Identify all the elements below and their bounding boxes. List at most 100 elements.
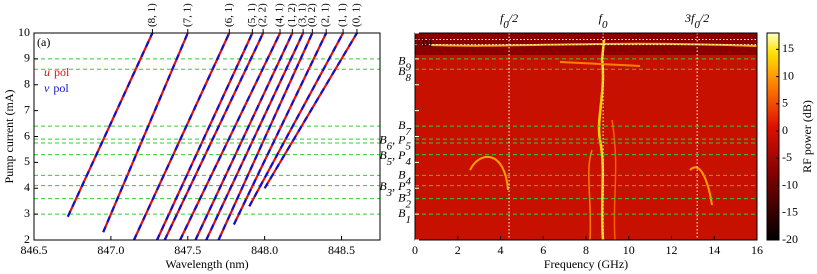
marker-part: 0 xyxy=(694,19,700,31)
heatmap-feature xyxy=(611,119,617,241)
mode-label: (2, 1) xyxy=(320,3,332,27)
marker-part: 3f xyxy=(684,11,696,25)
level-label: B8 xyxy=(398,64,411,84)
mode-label: (2, 2) xyxy=(257,3,269,27)
cbar-tick-label: 10 xyxy=(782,68,794,82)
x-tick-label: 846.5 xyxy=(21,243,48,257)
x-tick-label: 848.0 xyxy=(251,243,278,257)
cbar-tick-label: 5 xyxy=(782,96,788,110)
x-tick-label: 0 xyxy=(412,243,418,257)
x-tick-label: 8 xyxy=(583,243,589,257)
y-tick-label: 10 xyxy=(18,25,30,39)
marker-part: f xyxy=(599,11,604,25)
level-part: 4 xyxy=(406,175,412,187)
level-part: 2 xyxy=(406,198,412,210)
mode-label: (7, 1) xyxy=(181,3,193,27)
x-tick-label: 10 xyxy=(623,243,635,257)
level-part: B xyxy=(379,148,387,162)
level-label: B7 xyxy=(398,118,411,138)
x-tick-label: 6 xyxy=(540,243,546,257)
marker-label: 3f0/2 xyxy=(684,11,709,31)
x-tick-label: 4 xyxy=(498,243,504,257)
level-part: , P xyxy=(392,148,406,162)
level-part: 6 xyxy=(387,140,393,152)
marker-part: /2 xyxy=(508,11,518,25)
mode-line xyxy=(102,32,189,233)
marker-part: 0 xyxy=(602,19,608,31)
x-tick-label: 12 xyxy=(666,243,678,257)
mode-line xyxy=(179,32,282,241)
heatmap-bg xyxy=(415,33,757,240)
mode-line xyxy=(66,32,154,218)
mode-line xyxy=(156,32,254,241)
level-part: B xyxy=(398,118,406,132)
mode-line xyxy=(205,32,305,241)
heatmap-feature xyxy=(588,149,593,241)
heatmap-feature xyxy=(469,155,509,191)
panel-label: (a) xyxy=(37,35,50,49)
cbar-tick-label: 0 xyxy=(782,123,788,137)
mode-label: (4, 1) xyxy=(274,3,286,27)
y-tick-label: 4 xyxy=(24,180,30,194)
level-part: 4 xyxy=(406,155,412,167)
mode-line xyxy=(217,32,314,241)
level-part: B xyxy=(398,53,406,67)
level-label: B3, P3 xyxy=(379,179,411,199)
level-label: B1 xyxy=(398,206,411,226)
marker-part: 0 xyxy=(503,19,509,31)
legend-symbol: v xyxy=(44,81,50,95)
y-tick-label: 8 xyxy=(24,77,30,91)
heatmap-feature xyxy=(559,61,641,67)
mode-line xyxy=(163,32,265,241)
level-part: B xyxy=(379,132,387,146)
marker-label: f0/2 xyxy=(500,11,518,31)
x-tick-label: 847.5 xyxy=(174,243,201,257)
cbar-tick-label: -15 xyxy=(782,205,798,219)
level-label: B6, P5 xyxy=(379,132,411,152)
legend-symbol: u xyxy=(44,65,50,79)
legend-label: pol xyxy=(54,65,70,79)
mode-line xyxy=(132,32,231,241)
cbar-tick-label: 15 xyxy=(782,41,794,55)
heatmap-feature xyxy=(597,39,606,241)
x-tick-label: 848.5 xyxy=(328,243,355,257)
x-axis-label: Frequency (GHz) xyxy=(544,257,628,271)
x-tick-label: 847.0 xyxy=(97,243,124,257)
legend-entry: v pol xyxy=(44,81,69,95)
level-part: 7 xyxy=(406,126,412,138)
x-tick-label: 16 xyxy=(751,243,763,257)
level-part: , P xyxy=(392,179,406,193)
y-tick-label: 7 xyxy=(24,102,30,116)
mode-label: (3, 1) xyxy=(297,3,309,27)
panel-label: (b) xyxy=(418,35,432,49)
level-label: B4 xyxy=(398,167,411,187)
y-tick-label: 2 xyxy=(24,232,30,246)
level-part: 5 xyxy=(406,140,412,152)
colorbar-label: RF power (dB) xyxy=(800,100,814,173)
marker-part: /2 xyxy=(699,11,709,25)
level-part: 5 xyxy=(387,155,393,167)
x-tick-label: 2 xyxy=(455,243,461,257)
colorbar xyxy=(766,32,780,241)
mode-line xyxy=(232,32,328,225)
legend-entry: u pol xyxy=(44,65,70,79)
mode-line xyxy=(263,32,358,189)
legend-label: pol xyxy=(53,81,69,95)
mode-label: (0, 1) xyxy=(350,3,362,27)
level-part: B xyxy=(398,190,406,204)
cbar-tick-label: -20 xyxy=(782,232,798,246)
mode-label: (8, 1) xyxy=(146,3,158,27)
plot-area xyxy=(34,33,380,240)
y-tick-label: 9 xyxy=(24,51,30,65)
level-part: 9 xyxy=(406,61,412,73)
mode-label: (1, 2) xyxy=(286,3,298,27)
level-part: B xyxy=(398,206,406,220)
y-tick-label: 6 xyxy=(24,128,30,142)
level-part: B xyxy=(398,167,406,181)
level-part: 3 xyxy=(405,186,412,198)
mode-label: (0, 2) xyxy=(306,3,318,27)
cbar-tick-label: -10 xyxy=(782,177,798,191)
marker-part: f xyxy=(500,11,505,25)
mode-line xyxy=(248,32,345,207)
